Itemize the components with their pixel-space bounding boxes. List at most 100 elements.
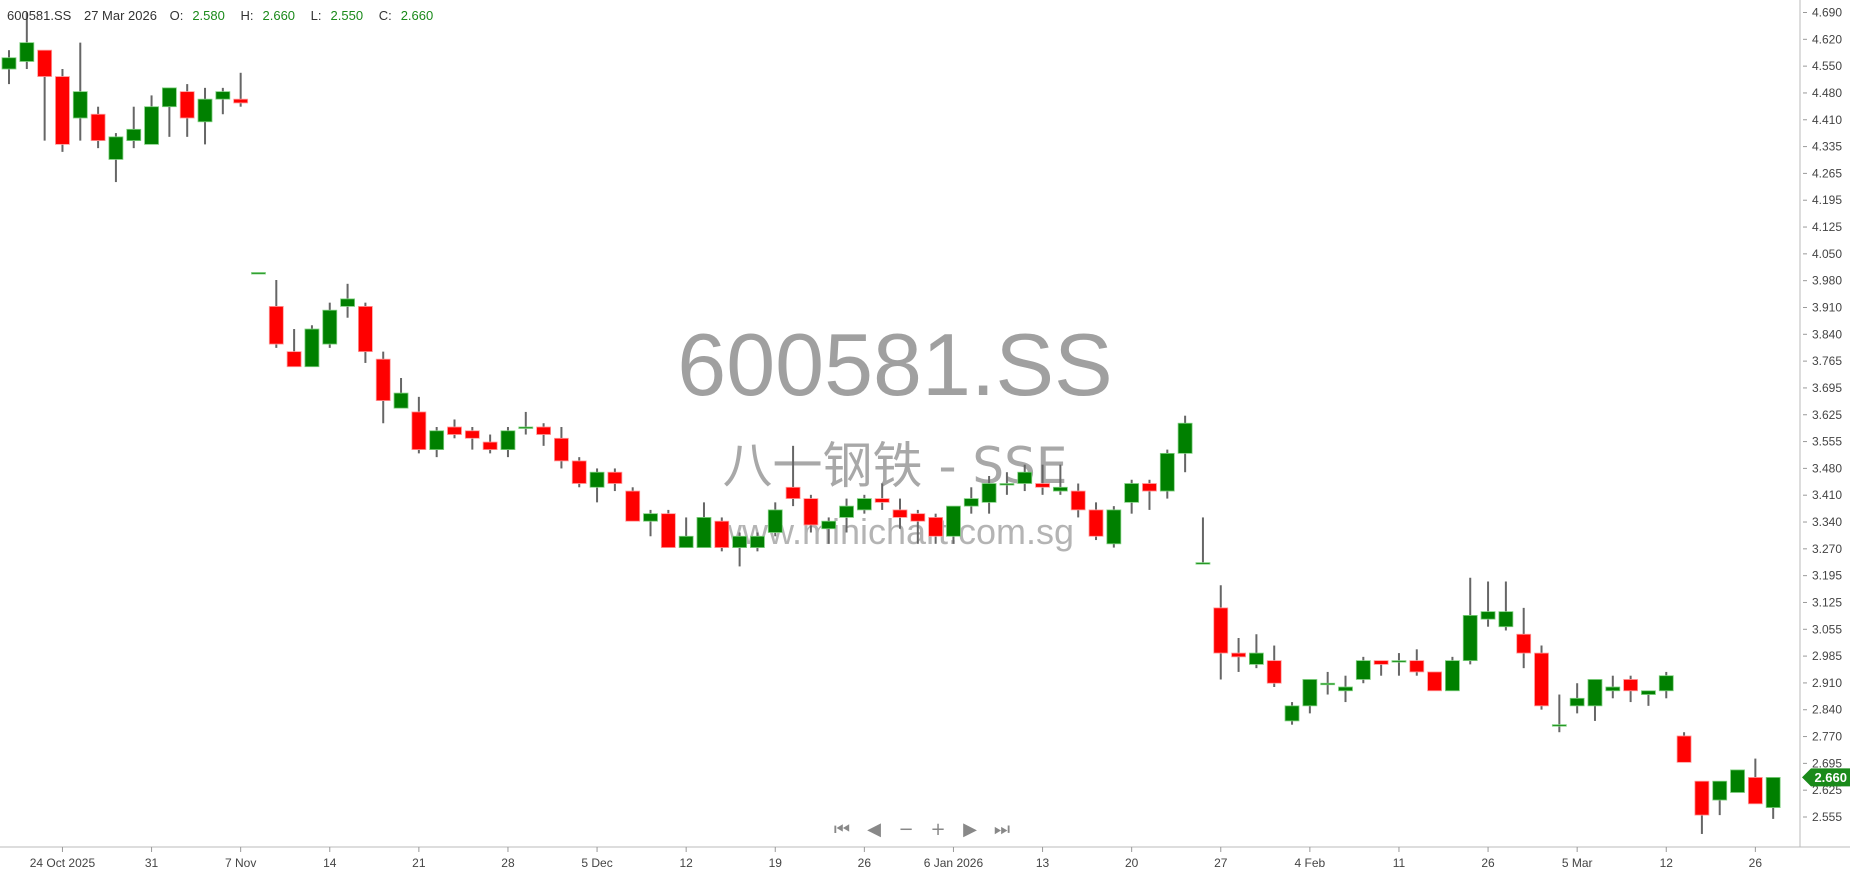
prev-icon[interactable]: ◀ bbox=[867, 819, 881, 840]
candle-body-down bbox=[1231, 652, 1246, 658]
candle-body-down bbox=[90, 113, 106, 142]
y-tick-label: 3.555 bbox=[1812, 435, 1842, 449]
zoom-in-icon[interactable]: + bbox=[930, 819, 946, 840]
high-label: H: bbox=[240, 8, 254, 23]
candle-body-up bbox=[72, 91, 88, 119]
candle-body-down bbox=[1088, 509, 1104, 537]
candle bbox=[161, 87, 177, 137]
x-tick-label: 5 Mar bbox=[1562, 856, 1593, 870]
y-tick-label: 4.550 bbox=[1812, 59, 1842, 73]
candle bbox=[1409, 649, 1425, 676]
candle bbox=[785, 445, 801, 507]
open-value: 2.580 bbox=[192, 8, 225, 23]
candle-body-down bbox=[1035, 483, 1050, 488]
candle-body-down bbox=[571, 460, 587, 484]
low-label: L: bbox=[310, 8, 322, 23]
last-icon[interactable]: ⏭ bbox=[993, 819, 1011, 840]
candle-body-up bbox=[322, 309, 338, 345]
candle-body-up bbox=[767, 509, 783, 533]
candle-body-down bbox=[1213, 607, 1229, 654]
candle-body-down bbox=[447, 426, 462, 435]
candle-body-down bbox=[55, 76, 70, 145]
y-tick-label: 2.910 bbox=[1812, 676, 1842, 690]
candle bbox=[1712, 780, 1728, 816]
candle bbox=[1569, 683, 1585, 714]
candle-body-up bbox=[839, 505, 854, 518]
candle-body-up bbox=[1124, 483, 1140, 503]
candle bbox=[1641, 690, 1656, 706]
x-tick-label: 11 bbox=[1393, 856, 1406, 870]
candle-body-down bbox=[179, 91, 195, 119]
date: 27 Mar 2026 bbox=[83, 8, 157, 23]
y-tick-label: 4.265 bbox=[1812, 166, 1842, 180]
candle-body-up bbox=[1106, 509, 1122, 545]
candle-body-up bbox=[1391, 660, 1407, 663]
candle bbox=[144, 95, 159, 145]
candle bbox=[589, 468, 605, 503]
candle bbox=[1177, 415, 1193, 473]
candle bbox=[286, 329, 302, 368]
candle-body-down bbox=[37, 49, 53, 77]
candle bbox=[1391, 653, 1407, 676]
symbol: 600581.SS bbox=[7, 8, 72, 23]
x-tick-label: 31 bbox=[145, 856, 159, 870]
candle-body-up bbox=[1017, 471, 1033, 484]
candle bbox=[767, 502, 783, 537]
candle-body-down bbox=[536, 426, 551, 435]
candle bbox=[357, 302, 373, 363]
candle bbox=[251, 272, 266, 275]
y-tick-label: 3.195 bbox=[1812, 569, 1842, 583]
candle bbox=[179, 84, 195, 137]
candle-body-down bbox=[874, 498, 890, 503]
y-tick-label: 2.840 bbox=[1812, 703, 1842, 717]
candle-body-up bbox=[1462, 615, 1478, 662]
candle-body-up bbox=[393, 392, 409, 409]
candle-body-up bbox=[1320, 682, 1336, 686]
candle bbox=[1373, 660, 1389, 676]
candle bbox=[1017, 464, 1033, 492]
candle bbox=[1070, 483, 1086, 518]
candle-body-up bbox=[1445, 660, 1460, 692]
candle bbox=[1338, 675, 1353, 703]
x-tick-label: 24 Oct 2025 bbox=[30, 856, 96, 870]
candle-body-down bbox=[714, 520, 730, 548]
x-tick-label: 6 Jan 2026 bbox=[924, 856, 984, 870]
candle-body-up bbox=[1249, 652, 1264, 665]
last-price-tag: 2.660 bbox=[1802, 768, 1850, 787]
y-tick-label: 4.620 bbox=[1812, 32, 1842, 46]
candle bbox=[554, 426, 569, 469]
first-icon[interactable]: ⏮ bbox=[833, 819, 851, 840]
candle-body-up bbox=[856, 498, 872, 511]
candle-body-up bbox=[1338, 686, 1353, 692]
candle bbox=[536, 423, 551, 446]
watermark-symbol: 600581.SS bbox=[677, 315, 1113, 414]
next-icon[interactable]: ▶ bbox=[963, 819, 977, 840]
y-tick-label: 2.555 bbox=[1812, 810, 1842, 824]
candle-body-up bbox=[1605, 686, 1621, 692]
candle bbox=[375, 351, 391, 424]
y-tick-label: 3.840 bbox=[1812, 327, 1842, 341]
candle-body-down bbox=[1623, 679, 1639, 692]
candle-body-up bbox=[981, 483, 997, 503]
candle-body-down bbox=[1070, 490, 1086, 511]
candle bbox=[643, 509, 658, 537]
candle bbox=[1035, 464, 1050, 495]
candle bbox=[1231, 638, 1246, 672]
x-tick-label: 28 bbox=[501, 856, 515, 870]
zoom-out-icon[interactable]: − bbox=[898, 819, 914, 840]
candle bbox=[963, 487, 979, 514]
candle-body-down bbox=[892, 509, 908, 518]
candle bbox=[1498, 581, 1514, 631]
candle-body-up bbox=[1195, 562, 1211, 565]
candle bbox=[750, 532, 765, 552]
y-tick-label: 4.480 bbox=[1812, 86, 1842, 100]
candle-body-up bbox=[1355, 660, 1371, 680]
candle bbox=[928, 513, 944, 544]
candle-body-up bbox=[946, 505, 961, 537]
candle-body-down bbox=[268, 306, 284, 345]
low-value: 2.550 bbox=[330, 8, 364, 23]
candle bbox=[1730, 769, 1745, 793]
close-label: C: bbox=[378, 8, 392, 23]
candle bbox=[607, 468, 623, 492]
